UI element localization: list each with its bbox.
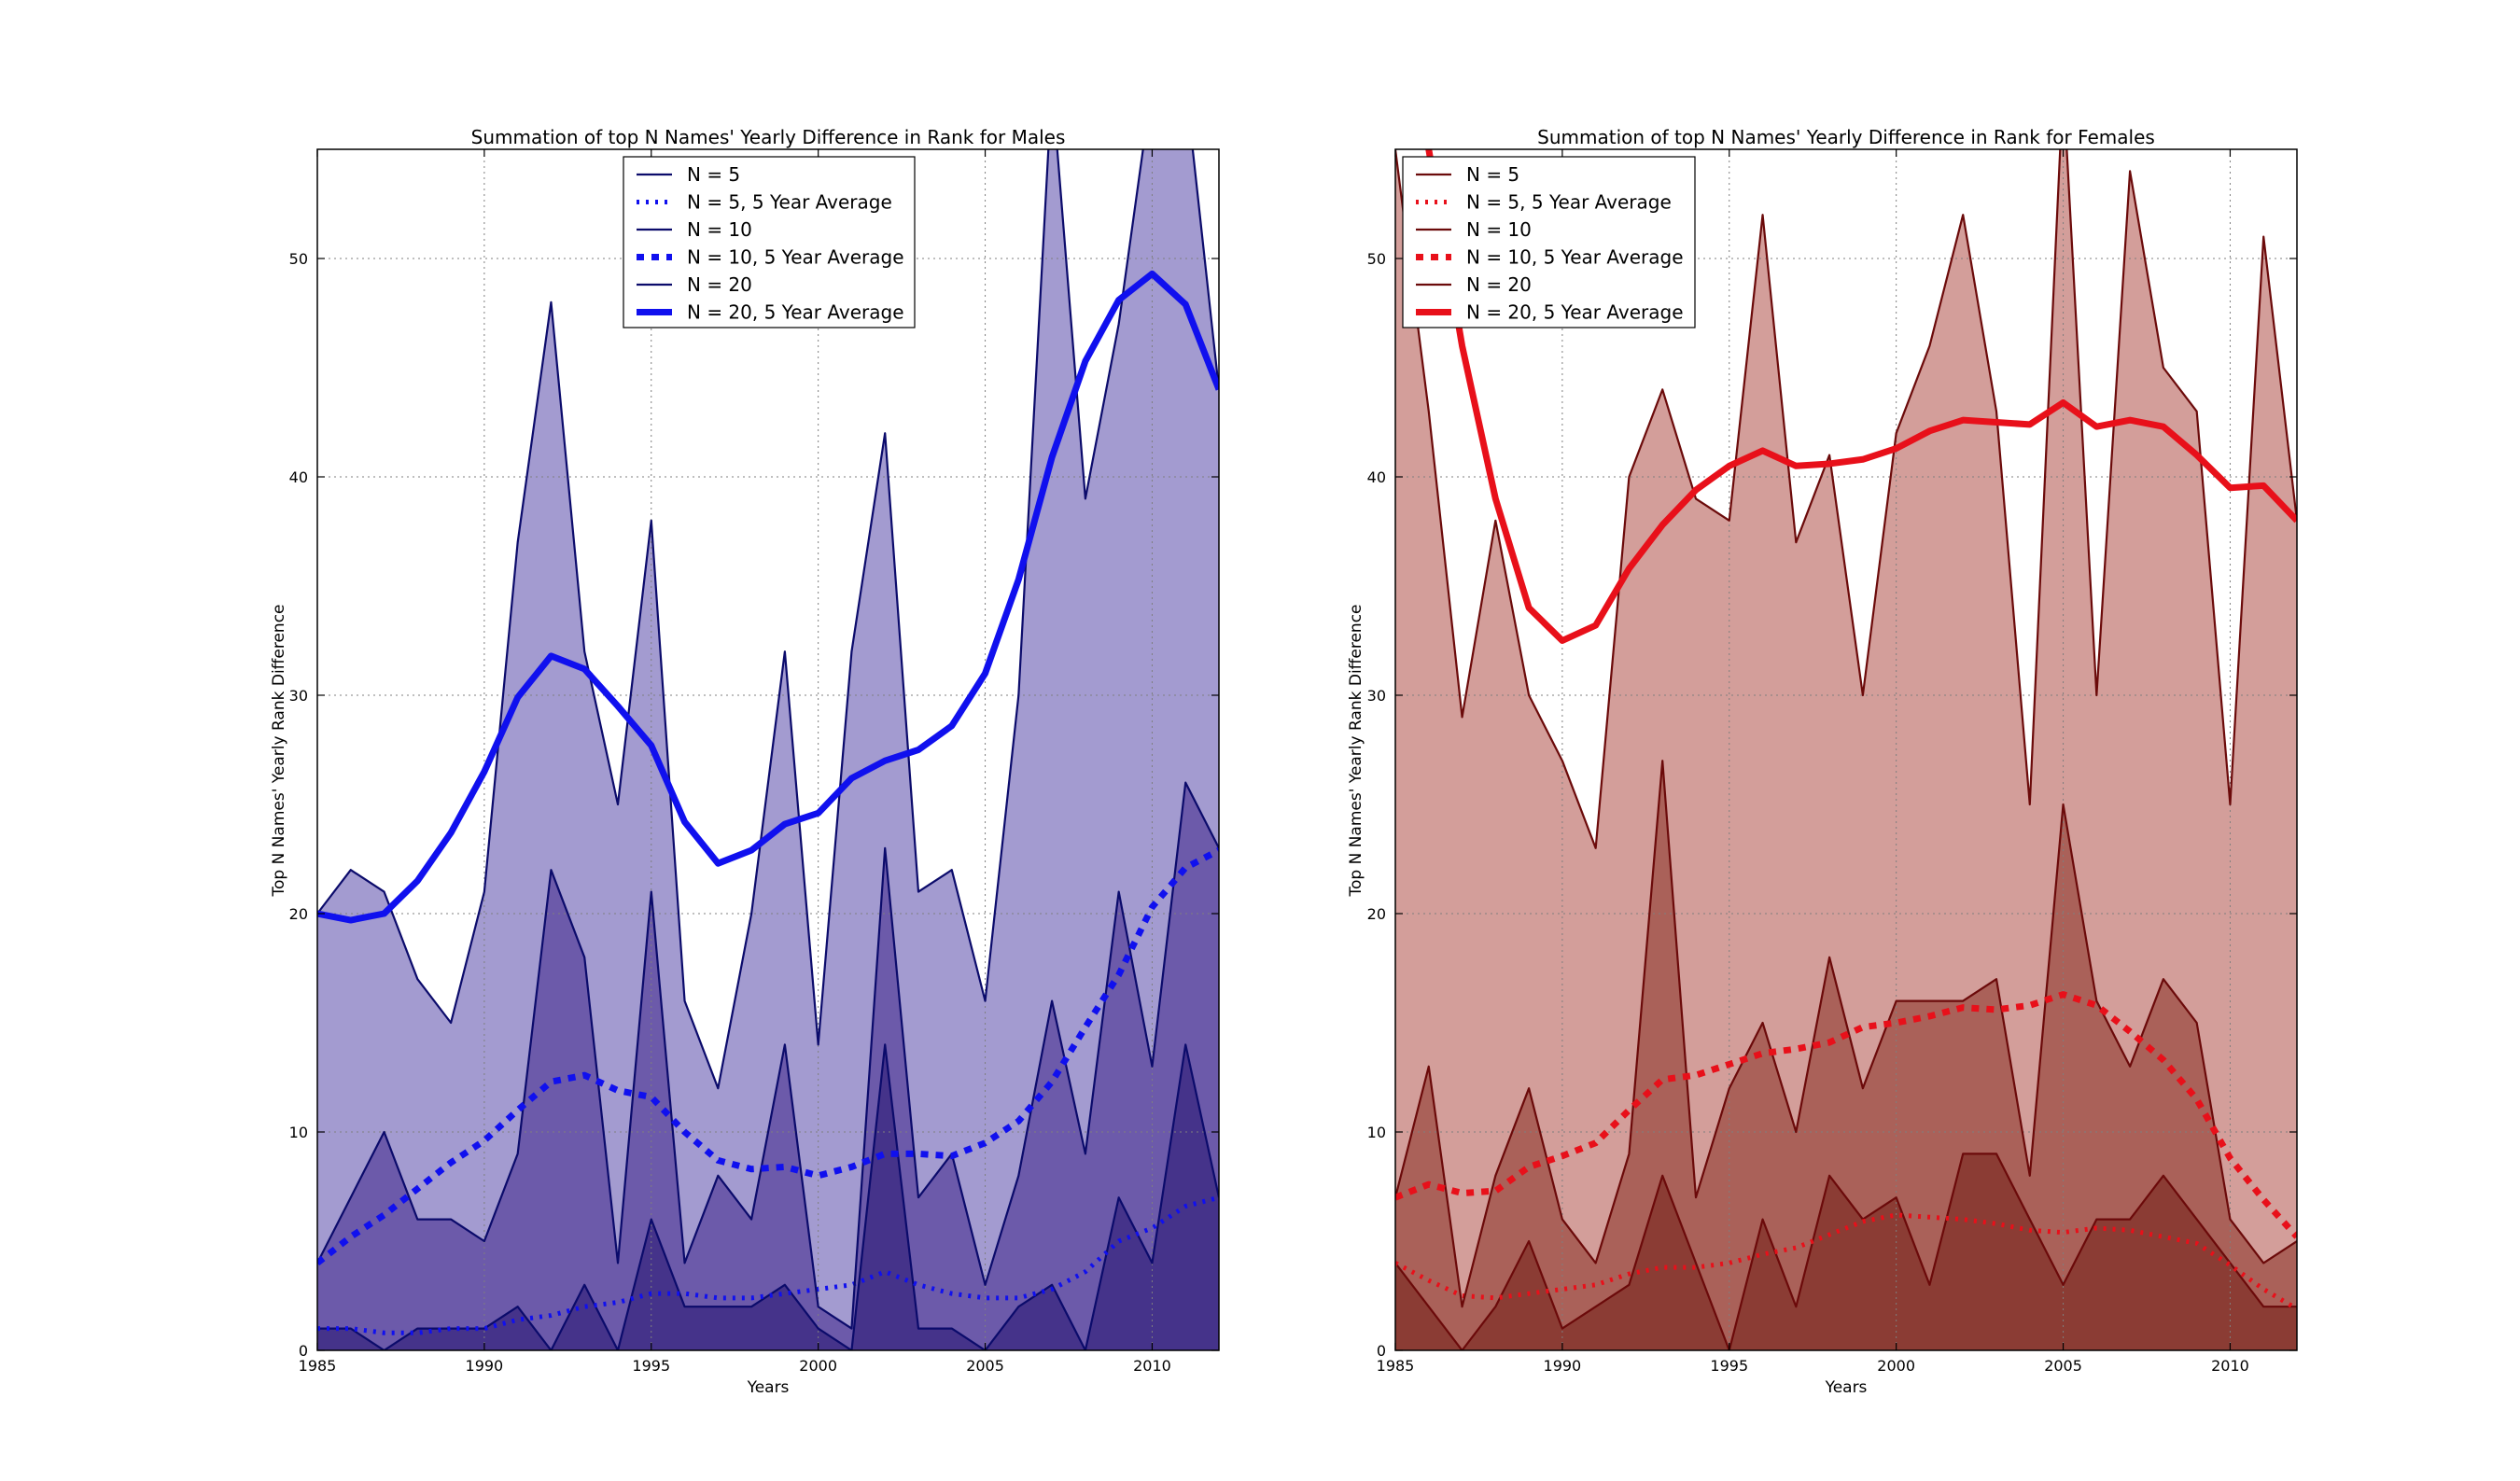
males-line-n-10: [317, 781, 1219, 1330]
females-line-n-5: [1395, 1153, 2297, 1350]
males-y-axis-label: Top N Names' Yearly Rank Difference: [270, 605, 288, 898]
females-x-tick-label: 2000: [1877, 1357, 1915, 1375]
legend-label: N = 20: [687, 273, 752, 296]
males-fill-5: [317, 1044, 1219, 1350]
males-x-tick-label: 2005: [966, 1357, 1004, 1375]
males-x-axis-label: Years: [747, 1378, 790, 1397]
males-x-tick-label: 2000: [799, 1357, 837, 1375]
legend-label: N = 20: [1466, 273, 1532, 296]
females-y-tick-label: 10: [1367, 1124, 1386, 1141]
females-line-n-20-5-year-average: [1425, 149, 2297, 644]
females-x-tick-label: 1985: [1377, 1357, 1415, 1375]
females-y-tick-label: 30: [1367, 687, 1386, 705]
females-x-tick-label: 2010: [2211, 1357, 2249, 1375]
legend-label: N = 5: [1466, 163, 1519, 186]
males-y-tick-label: 10: [289, 1124, 308, 1141]
males-line-n-20-5-year-average: [317, 270, 1219, 924]
females-x-tick-label: 1995: [1710, 1357, 1748, 1375]
males-chart: Summation of top N Names' Yearly Differe…: [270, 126, 1220, 1397]
legend-label: N = 10: [1466, 218, 1532, 241]
males-line-n-20: [317, 149, 1219, 1090]
females-y-tick-label: 50: [1367, 250, 1386, 268]
females-line-n-10-5-year-average: [1395, 991, 2297, 1239]
males-fill-10: [317, 782, 1219, 1350]
females-x-axis-label: Years: [1825, 1378, 1868, 1397]
males-legend: N = 5 N = 5, 5 Year Average N = 10 N = 10, …: [623, 156, 916, 328]
females-fill-5: [1395, 1153, 2297, 1350]
males-line-n-5-5-year-average: [317, 1195, 1219, 1335]
males-y-tick-label: 0: [299, 1342, 308, 1360]
males-x-tick-label: 1995: [632, 1357, 670, 1375]
females-gridlines: [1395, 149, 2297, 1350]
males-axes-frame: [316, 148, 1220, 1351]
males-y-tick-label: 50: [289, 250, 308, 268]
legend-label: N = 10, 5 Year Average: [687, 246, 904, 269]
females-y-tick-label: 20: [1367, 905, 1386, 923]
males-y-tick-label: 20: [289, 905, 308, 923]
females-y-axis-label: Top N Names' Yearly Rank Difference: [1347, 605, 1365, 898]
legend-label: N = 10, 5 Year Average: [1466, 246, 1684, 269]
legend-label: N = 5, 5 Year Average: [1466, 191, 1672, 214]
females-y-tick-label: 0: [1377, 1342, 1386, 1360]
males-x-tick-label: 1985: [299, 1357, 337, 1375]
males-y-tick-label: 40: [289, 468, 308, 486]
females-y-tick-label: 40: [1367, 468, 1386, 486]
females-plot-area: [1395, 149, 2297, 1350]
legend-label: N = 10: [687, 218, 752, 241]
males-line-n-10-5-year-average: [317, 847, 1219, 1266]
females-x-tick-label: 2005: [2044, 1357, 2082, 1375]
females-x-tick-label: 1990: [1544, 1357, 1582, 1375]
legend-label: N = 20, 5 Year Average: [687, 301, 904, 324]
legend-label: N = 20, 5 Year Average: [1466, 301, 1684, 324]
females-line-n-10: [1395, 760, 2297, 1308]
females-legend: N = 5 N = 5, 5 Year Average N = 10 N = 10, …: [1402, 156, 1696, 328]
females-line-n-20: [1395, 149, 2297, 849]
females-chart: Summation of top N Names' Yearly Differe…: [1347, 126, 2298, 1397]
males-x-tick-label: 2010: [1133, 1357, 1171, 1375]
legend-label: N = 5, 5 Year Average: [687, 191, 892, 214]
females-fill-10: [1395, 761, 2297, 1350]
females-axes-frame: [1394, 148, 2298, 1351]
males-y-tick-label: 30: [289, 687, 308, 705]
males-chart-title: Summation of top N Names' Yearly Differe…: [471, 126, 1066, 148]
legend-label: N = 5: [687, 163, 740, 186]
females-line-n-5-5-year-average: [1395, 1212, 2297, 1311]
males-x-tick-label: 1990: [466, 1357, 504, 1375]
males-plot-area: [317, 149, 1219, 1350]
females-chart-title: Summation of top N Names' Yearly Differe…: [1537, 126, 2155, 148]
